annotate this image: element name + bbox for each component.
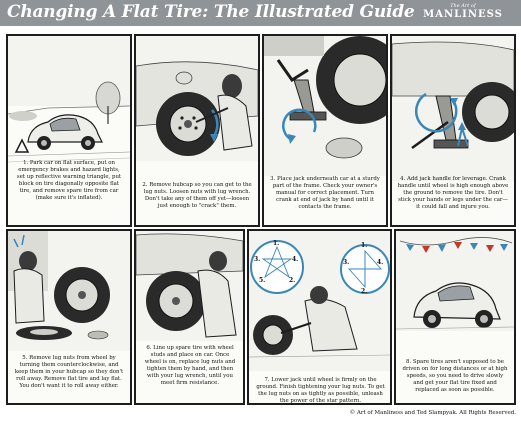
step-3-panel: 3. Place jack underneath car at a sturdy… [262,34,388,227]
star-right-4: 4. [377,259,384,266]
step-8-caption: 8. Spare tires aren't supposed to be dri… [402,359,508,393]
step-6-panel: 6. Line up spare tire with wheel studs a… [134,229,245,405]
step-8-panel: 8. Spare tires aren't supposed to be dri… [394,229,516,405]
parked-car-illustration [8,36,130,163]
star-left-2: 2. [289,277,296,284]
mount-spare-tire-illustration [136,231,243,341]
site-logo: The Art of MANLINESS [411,4,515,22]
logo-tagline: The Art of [450,3,476,9]
star-pattern-right-diagram [340,244,390,294]
star-left-4: 4. [292,256,299,263]
title-banner: Changing A Flat Tire: The Illustrated Gu… [0,0,521,26]
logo-wordmark: MANLINESS [423,9,503,20]
star-right-2: 2. [361,288,368,295]
step-4-panel: 4. Add jack handle for leverage. Crank h… [390,34,516,227]
star-left-5: 5. [259,277,266,284]
step-5-caption: 5. Remove lug nuts from wheel by turning… [14,355,124,389]
step-1-caption: 1. Park car on flat surface, put on emer… [16,160,122,201]
remove-flat-tire-illustration [8,231,130,351]
star-right-1: 1. [361,242,368,249]
star-left-1: 1. [273,240,280,247]
step-3-caption: 3. Place jack underneath car at a sturdy… [270,176,380,210]
step-5-panel: 5. Remove lug nuts from wheel by turning… [6,229,132,405]
star-right-3: 3. [343,259,350,266]
step-7-caption: 7. Lower jack until wheel is firmly on t… [256,377,385,404]
step-2-panel: 2. Remove hubcap so you can get to the l… [134,34,260,227]
step-1-panel: 1. Park car on flat surface, put on emer… [6,34,132,227]
step-4-caption: 4. Add jack handle for leverage. Crank h… [397,176,509,210]
copyright-footer: © Art of Manliness and Ted Slampyak. All… [349,410,516,416]
place-jack-illustration [264,36,386,176]
step-7-panel: 1. 2. 3. 4. 5. 1. 2. 3. 4. 7. Lower jack… [247,229,392,405]
step-2-caption: 2. Remove hubcap so you can get to the l… [142,182,252,209]
loosen-lug-nuts-illustration [136,36,258,161]
drive-away-illustration [396,231,514,331]
star-pattern-left-diagram [250,240,304,294]
star-left-3: 3. [254,256,261,263]
tighten-lug-nuts-illustration [249,231,390,371]
raise-car-illustration [392,36,514,181]
step-6-caption: 6. Line up spare tire with wheel studs a… [144,345,236,386]
page-title: Changing A Flat Tire: The Illustrated Gu… [7,2,415,22]
